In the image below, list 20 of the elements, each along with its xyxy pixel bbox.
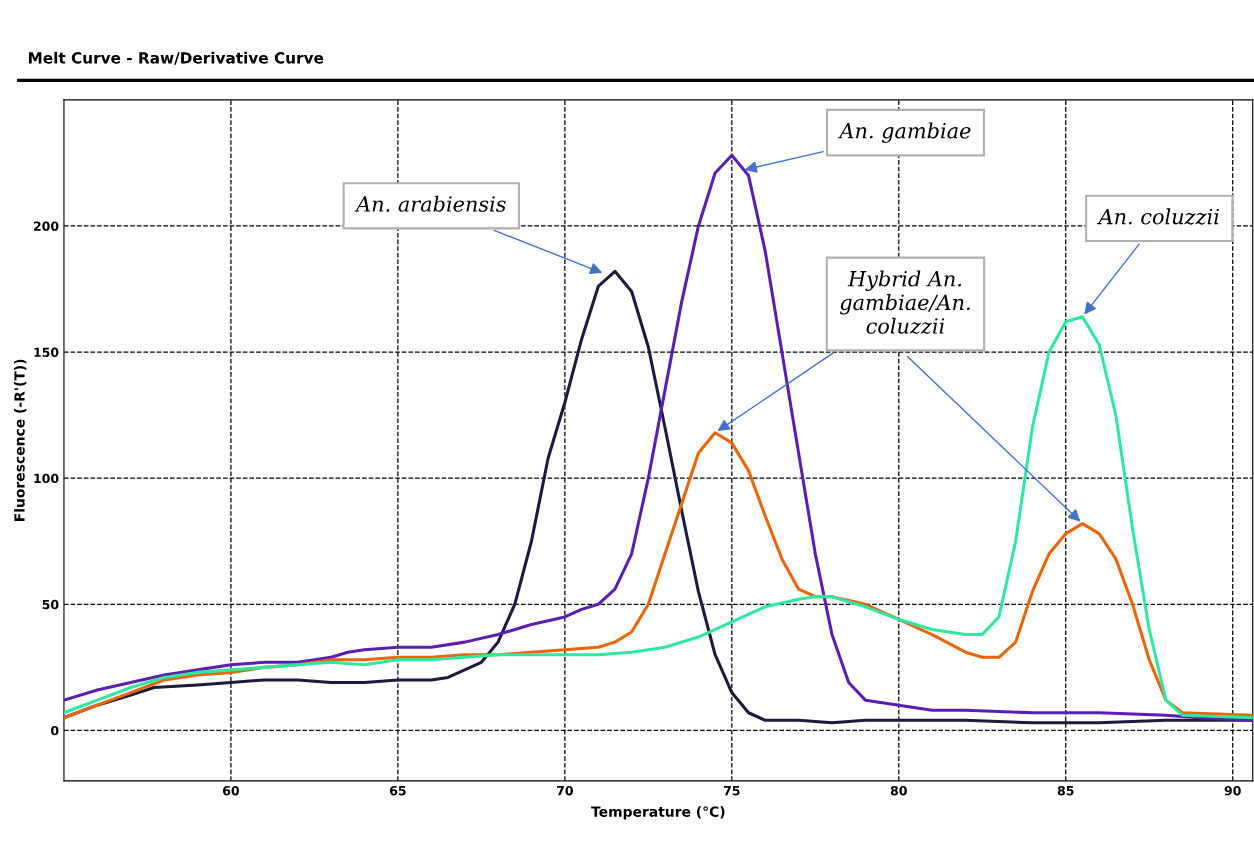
x-tick-label: 60 [223,785,240,796]
y-tick-label: 200 [33,221,59,231]
chart-title: Melt Curve - Raw/Derivative Curve [28,51,324,65]
annotation: An. arabiensis [354,195,506,212]
annotation: An. gambiae [837,122,971,143]
x-tick-label: 80 [890,785,907,796]
x-tick-label: 90 [1224,785,1241,796]
x-tick-label: 85 [1057,785,1074,796]
y-tick-label: 50 [42,599,59,610]
line-series [63,153,1253,722]
y-axis-title: Fluorescence (-R'(T)) [14,359,27,521]
x-tick-label: 70 [556,785,573,796]
annotation: An. coluzzii [1097,208,1219,225]
x-tick-label: 75 [723,786,740,796]
y-tick-label: 150 [34,347,59,357]
x-axis-title: Temperature (°C) [591,806,725,820]
y-tick-label: 100 [34,473,59,484]
y-tick-label: 0 [50,725,59,736]
x-tick-label: 65 [389,785,406,796]
annotation: Hybrid An. gambiae/An. coluzzii [840,270,970,335]
